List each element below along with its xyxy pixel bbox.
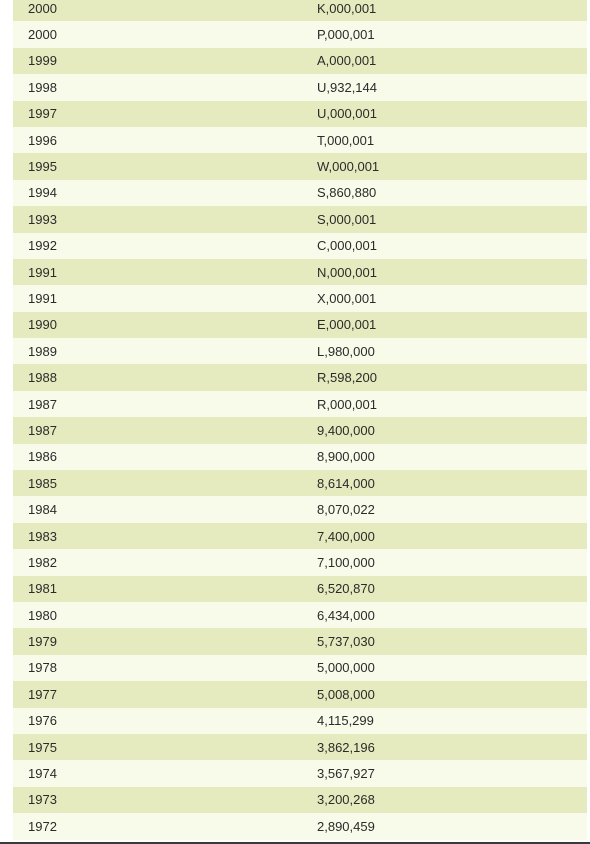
- year-cell: 1982: [13, 549, 317, 576]
- year-cell: 2000: [13, 21, 317, 48]
- amount-cell: 7,400,000: [317, 522, 587, 550]
- amount-cell: 3,862,196: [317, 733, 587, 761]
- table-row: 1994 S,860,880: [13, 179, 587, 207]
- amount-cell: 5,737,030: [317, 628, 587, 655]
- amount-cell: P,000,001: [317, 21, 587, 48]
- bottom-divider: [0, 842, 590, 844]
- year-cell: 1991: [13, 285, 317, 312]
- year-cell: 1986: [13, 443, 317, 471]
- amount-cell: T,000,001: [317, 126, 587, 154]
- amount-cell: W,000,001: [317, 153, 587, 180]
- table-row: 1990 E,000,001: [13, 311, 587, 339]
- year-cell: 1978: [13, 654, 317, 682]
- year-cell: 1996: [13, 126, 317, 154]
- amount-cell: 3,200,268: [317, 786, 587, 814]
- table-row: 1982 7,100,000: [13, 549, 587, 576]
- year-cell: 1993: [13, 206, 317, 233]
- amount-cell: K,000,001: [317, 0, 587, 22]
- year-cell: 1987: [13, 390, 317, 418]
- table-row: 1998 U,932,144: [13, 74, 587, 101]
- year-cell: 1990: [13, 311, 317, 339]
- year-cell: 1972: [13, 813, 317, 840]
- year-cell: 1976: [13, 707, 317, 734]
- table-row: 1993 S,000,001: [13, 206, 587, 233]
- amount-cell: S,000,001: [317, 206, 587, 233]
- amount-cell: 8,614,000: [317, 470, 587, 497]
- amount-cell: R,598,200: [317, 364, 587, 391]
- year-cell: 1981: [13, 575, 317, 602]
- year-cell: 1973: [13, 786, 317, 814]
- amount-cell: C,000,001: [317, 232, 587, 259]
- amount-cell: 8,070,022: [317, 496, 587, 523]
- year-cell: 2000: [13, 0, 317, 22]
- year-cell: 1992: [13, 232, 317, 259]
- year-cell: 1984: [13, 496, 317, 523]
- year-cell: 1980: [13, 601, 317, 629]
- table-row: 1977 5,008,000: [13, 681, 587, 708]
- amount-cell: 2,890,459: [317, 813, 587, 840]
- year-cell: 1997: [13, 100, 317, 127]
- year-cell: 1979: [13, 628, 317, 655]
- year-cell: 1989: [13, 338, 317, 365]
- amount-cell: 9,400,000: [317, 417, 587, 444]
- table-row: 1985 8,614,000: [13, 470, 587, 497]
- year-cell: 1999: [13, 47, 317, 75]
- table-row: 1997 U,000,001: [13, 100, 587, 127]
- year-cell: 1974: [13, 760, 317, 787]
- table-row: 1987 9,400,000: [13, 417, 587, 444]
- amount-cell: U,932,144: [317, 74, 587, 101]
- amount-cell: 5,008,000: [317, 681, 587, 708]
- table-row: 2000 K,000,001: [13, 0, 587, 22]
- amount-cell: N,000,001: [317, 258, 587, 286]
- year-cell: 1995: [13, 153, 317, 180]
- year-cell: 1998: [13, 74, 317, 101]
- table-row: 1995 W,000,001: [13, 153, 587, 180]
- amount-cell: 6,434,000: [317, 601, 587, 629]
- table-row: 1972 2,890,459: [13, 813, 587, 840]
- table-row: 1980 6,434,000: [13, 601, 587, 629]
- table-row: 1999 A,000,001: [13, 47, 587, 75]
- table-row: 1986 8,900,000: [13, 443, 587, 471]
- amount-cell: X,000,001: [317, 285, 587, 312]
- amount-cell: E,000,001: [317, 311, 587, 339]
- data-table: 2000 K,000,001 2000 P,000,001 1999 A,000,001 1…: [13, 0, 587, 840]
- table-row: 1988 R,598,200: [13, 364, 587, 391]
- year-cell: 1987: [13, 417, 317, 444]
- table-row: 1992 C,000,001: [13, 232, 587, 259]
- table-row: 1989 L,980,000: [13, 338, 587, 365]
- year-cell: 1983: [13, 522, 317, 550]
- year-cell: 1985: [13, 470, 317, 497]
- year-cell: 1988: [13, 364, 317, 391]
- table-row: 1979 5,737,030: [13, 628, 587, 655]
- amount-cell: 7,100,000: [317, 549, 587, 576]
- amount-cell: 6,520,870: [317, 575, 587, 602]
- amount-cell: 3,567,927: [317, 760, 587, 787]
- table-row: 1991 N,000,001: [13, 258, 587, 286]
- table-row: 1973 3,200,268: [13, 786, 587, 814]
- amount-cell: S,860,880: [317, 179, 587, 207]
- amount-cell: 4,115,299: [317, 707, 587, 734]
- amount-cell: U,000,001: [317, 100, 587, 127]
- year-cell: 1991: [13, 258, 317, 286]
- table-row: 1975 3,862,196: [13, 733, 587, 761]
- amount-cell: 5,000,000: [317, 654, 587, 682]
- amount-cell: L,980,000: [317, 338, 587, 365]
- table-row: 1991 X,000,001: [13, 285, 587, 312]
- table-row: 1974 3,567,927: [13, 760, 587, 787]
- table-row: 1976 4,115,299: [13, 707, 587, 734]
- table-row: 1983 7,400,000: [13, 522, 587, 550]
- table-body: 2000 K,000,001 2000 P,000,001 1999 A,000,001 1…: [13, 0, 587, 840]
- table-row: 2000 P,000,001: [13, 21, 587, 48]
- table-row: 1984 8,070,022: [13, 496, 587, 523]
- amount-cell: A,000,001: [317, 47, 587, 75]
- table-row: 1981 6,520,870: [13, 575, 587, 602]
- year-cell: 1977: [13, 681, 317, 708]
- amount-cell: R,000,001: [317, 390, 587, 418]
- table-row: 1978 5,000,000: [13, 654, 587, 682]
- table-row: 1996 T,000,001: [13, 126, 587, 154]
- year-cell: 1994: [13, 179, 317, 207]
- table-row: 1987 R,000,001: [13, 390, 587, 418]
- amount-cell: 8,900,000: [317, 443, 587, 471]
- year-cell: 1975: [13, 733, 317, 761]
